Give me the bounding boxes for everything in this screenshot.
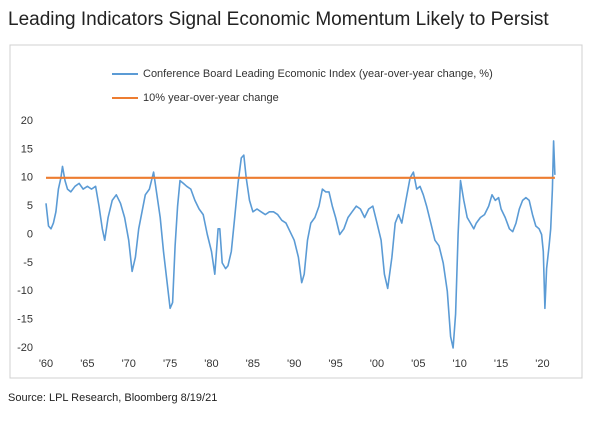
y-tick-label: 15 [21, 143, 33, 155]
x-tick-label: '85 [246, 358, 260, 370]
y-tick-label: -20 [17, 342, 33, 354]
chart-title: Leading Indicators Signal Economic Momen… [8, 9, 549, 30]
y-tick-label: -5 [23, 257, 33, 269]
x-tick-label: '70 [122, 358, 136, 370]
y-tick-label: -10 [17, 285, 33, 297]
chart-frame [9, 44, 583, 379]
x-tick-label: '95 [328, 358, 342, 370]
x-tick-label: '10 [453, 358, 467, 370]
legend-label: Conference Board Leading Ecomonic Index … [143, 68, 493, 80]
y-tick-label: 20 [21, 115, 33, 127]
x-tick-label: '20 [535, 358, 549, 370]
x-tick-label: '90 [287, 358, 301, 370]
y-tick-label: 0 [27, 228, 33, 240]
legend-label: 10% year-over-year change [143, 92, 279, 104]
y-tick-label: 10 [21, 172, 33, 184]
x-tick-label: '75 [163, 358, 177, 370]
y-tick-label: -15 [17, 314, 33, 326]
x-tick-label: '00 [370, 358, 384, 370]
x-tick-label: '80 [204, 358, 218, 370]
data-line [45, 140, 556, 349]
x-tick-label: '15 [494, 358, 508, 370]
x-tick-label: '60 [39, 358, 53, 370]
x-tick-label: '65 [80, 358, 94, 370]
x-tick-label: '05 [411, 358, 425, 370]
source: Source: LPL Research, Bloomberg 8/19/21 [8, 392, 217, 404]
y-tick-label: 5 [27, 200, 33, 212]
